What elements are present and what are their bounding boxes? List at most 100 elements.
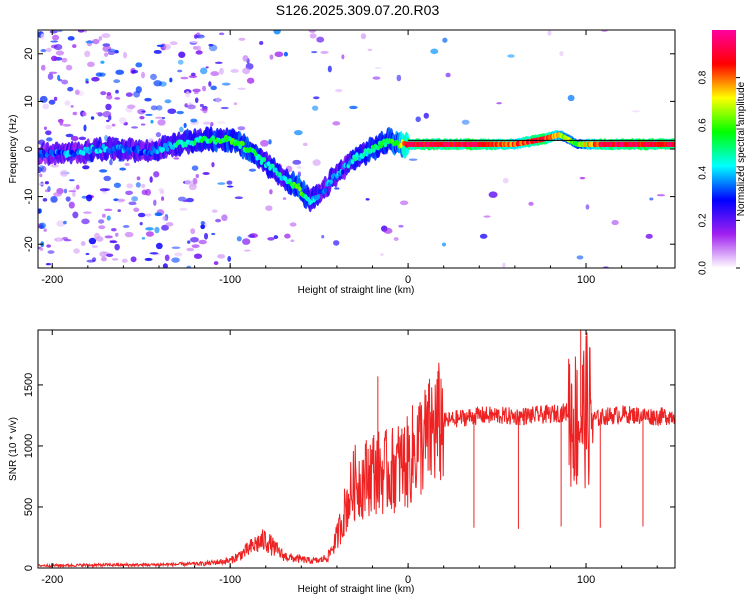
spectrogram-noise-blob — [139, 115, 145, 120]
spectrogram-noise-blob — [128, 201, 137, 206]
spectrogram-noise-blob — [488, 191, 498, 198]
spectrogram-noise-blob — [196, 34, 205, 39]
spectrogram-noise-blob — [393, 237, 399, 242]
spectrogram-noise-blob — [311, 51, 318, 54]
spectrogram-noise-blob — [415, 116, 421, 123]
spectrogram-noise-blob — [332, 121, 341, 126]
spectrogram-noise-blob — [441, 242, 447, 247]
spectrogram-noise-blob — [269, 189, 273, 195]
spectrogram-noise-blob — [124, 162, 130, 167]
spectrogram-noise-blob — [63, 220, 67, 225]
spectrogram-noise-blob — [155, 116, 164, 119]
spectrogram-noise-blob — [313, 96, 320, 100]
spectrogram-noise-blob — [237, 87, 246, 91]
colorbar-tick-label: 0.0 — [698, 261, 709, 275]
spectrogram-noise-blob — [122, 225, 130, 228]
spectrogram-noise-blob — [200, 221, 205, 226]
spectrogram-noise-blob — [113, 182, 122, 188]
spectrogram-noise-blob — [218, 67, 224, 75]
x-tick-label: 0 — [405, 574, 411, 586]
spectrogram-noise-blob — [53, 96, 58, 101]
spectrogram-noise-blob — [215, 97, 221, 103]
spectrogram-noise-blob — [91, 257, 97, 262]
spectrogram-noise-blob — [137, 212, 146, 218]
spectrogram-noise-blob — [74, 89, 80, 95]
spectrogram-noise-blob — [78, 136, 87, 141]
spectrogram-noise-blob — [191, 244, 200, 249]
spectrogram-noise-blob — [292, 159, 302, 165]
spectrogram-noise-blob — [117, 198, 126, 202]
x-tick-label: -100 — [219, 274, 241, 286]
spectrogram-noise-blob — [176, 110, 184, 115]
spectrogram-noise-blob — [86, 194, 93, 202]
spectrogram-noise-blob — [140, 123, 146, 126]
spectrogram-noise-blob — [44, 181, 49, 185]
spectrogram-noise-blob — [311, 105, 319, 111]
spectrogram-noise-blob — [268, 139, 272, 145]
spectrogram-ridge-core — [316, 194, 321, 200]
spectrogram-noise-blob — [141, 237, 146, 240]
spectrogram-noise-blob — [95, 112, 103, 115]
spectrogram-noise-blob — [221, 214, 228, 222]
spectrogram-noise-blob — [144, 97, 152, 102]
spectrogram-noise-blob — [227, 256, 232, 262]
spectrogram-noise-blob — [316, 36, 325, 43]
spectrogram-noise-blob — [213, 261, 219, 266]
spectrogram-noise-blob — [145, 231, 154, 237]
spectrogram-noise-blob — [141, 71, 146, 79]
spectrogram-noise-blob — [43, 228, 47, 232]
spectrogram-noise-blob — [106, 253, 114, 258]
spectrogram-ridge-core — [135, 145, 140, 151]
spectrogram-ridge-core — [258, 155, 262, 161]
spectrogram-noise-blob — [190, 118, 198, 123]
spectrogram-noise-blob — [187, 240, 191, 244]
spectrogram-noise-blob — [396, 74, 402, 82]
spectrogram-noise-blob — [47, 250, 55, 254]
spectrogram-noise-blob — [192, 88, 201, 93]
spectrogram-noise-blob — [193, 34, 198, 39]
spectrogram-noise-blob — [106, 215, 111, 221]
spectrogram-noise-blob — [104, 208, 113, 212]
spectrogram-noise-blob — [91, 76, 100, 82]
spectrogram-noise-blob — [82, 111, 87, 117]
spectrogram-x-axis-label: Height of straight line (km) — [298, 285, 415, 296]
spectrogram-noise-blob — [242, 238, 251, 245]
spectrogram-noise-blob — [199, 103, 204, 108]
spectrogram-ridge-core — [369, 148, 373, 154]
spectrogram-noise-blob — [102, 251, 110, 255]
spectrogram-noise-blob — [75, 184, 80, 190]
spectrogram-noise-blob — [309, 33, 317, 39]
spectrogram-noise-blob — [83, 124, 87, 132]
spectrogram-noise-blob — [320, 50, 329, 54]
spectrogram-noise-blob — [242, 55, 249, 62]
spectrogram-noise-blob — [247, 234, 255, 238]
spectrogram-noise-blob — [184, 103, 188, 108]
spectrogram-noise-blob — [115, 232, 119, 237]
spectrogram-noise-blob — [145, 113, 153, 116]
y-tick-label: -20 — [23, 236, 35, 252]
spectrogram-noise-blob — [70, 105, 74, 108]
spectrogram-noise-blob — [191, 165, 199, 171]
spectrogram-noise-blob — [115, 69, 125, 75]
spectrogram-noise-blob — [114, 243, 120, 251]
spectrogram-noise-blob — [48, 99, 56, 105]
spectrogram-noise-blob — [85, 252, 90, 256]
spectrogram-noise-blob — [43, 126, 48, 131]
spectrogram-noise-blob — [162, 216, 168, 222]
spectrogram-noise-blob — [42, 103, 50, 110]
spectrogram-ridge-core — [383, 142, 388, 148]
spectrogram-noise-blob — [179, 126, 184, 133]
spectrogram-ridge-core — [672, 141, 675, 148]
spectrogram-noise-blob — [372, 76, 381, 80]
spectrogram-noise-blob — [186, 265, 192, 268]
spectrogram-noise-blob — [216, 120, 226, 125]
spectrogram-noise-blob — [202, 85, 207, 92]
spectrogram-noise-blob — [211, 233, 216, 236]
spectrogram-y-axis-label: Frequency (Hz) — [8, 115, 19, 184]
spectrogram-noise-blob — [221, 82, 231, 86]
spectrogram-noise-blob — [559, 50, 564, 57]
spectrogram-noise-blob — [45, 263, 52, 266]
spectrogram-noise-blob — [119, 117, 127, 124]
spectrogram-noise-blob — [150, 105, 158, 111]
spectrogram-noise-blob — [335, 88, 343, 93]
